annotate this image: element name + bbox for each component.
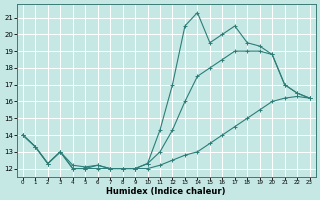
- X-axis label: Humidex (Indice chaleur): Humidex (Indice chaleur): [107, 187, 226, 196]
